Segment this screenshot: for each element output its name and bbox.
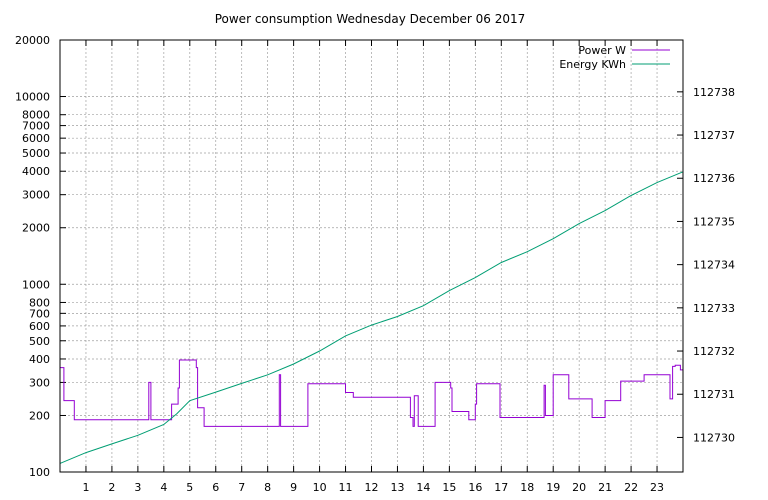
x-tick-label: 7 [238, 481, 245, 494]
y-left-tick-label: 600 [29, 320, 50, 333]
x-tick-label: 18 [520, 481, 534, 494]
x-tick-label: 10 [313, 481, 327, 494]
x-tick-label: 20 [572, 481, 586, 494]
y-left-tick-label: 200 [29, 409, 50, 422]
x-tick-label: 8 [264, 481, 271, 494]
x-tick-label: 13 [390, 481, 404, 494]
y-left-tick-label: 4000 [22, 165, 50, 178]
grid-lines [60, 39, 683, 473]
x-tick-label: 21 [598, 481, 612, 494]
x-tick-label: 19 [546, 481, 560, 494]
y-right-tick-label: 112732 [693, 345, 735, 358]
y-right-tick-label: 112734 [693, 259, 735, 272]
legend: Power W Energy KWh [559, 44, 670, 71]
x-tick-label: 1 [82, 481, 89, 494]
y-left-tick-label: 6000 [22, 132, 50, 145]
x-tick-label: 3 [134, 481, 141, 494]
y-right-tick-label: 112735 [693, 215, 735, 228]
y-left-tick-label: 1000 [22, 278, 50, 291]
y-left-tick-label: 400 [29, 353, 50, 366]
y-left-tick-label: 2000 [22, 222, 50, 235]
y-left-tick-label: 5000 [22, 147, 50, 160]
x-tick-label: 2 [108, 481, 115, 494]
y-right-tick-label: 112736 [693, 172, 735, 185]
chart-title: Power consumption Wednesday December 06 … [215, 12, 526, 26]
x-tick-label: 16 [468, 481, 482, 494]
y-left-tick-label: 20000 [15, 34, 50, 47]
series-line-power [60, 359, 683, 427]
x-tick-label: 14 [416, 481, 430, 494]
y-left-tick-label: 10000 [15, 91, 50, 104]
y-right-tick-label: 112738 [693, 86, 735, 99]
y-left-tick-label: 3000 [22, 189, 50, 202]
series-line-energy [59, 171, 684, 464]
legend-label-power: Power W [578, 44, 626, 57]
y-left-tick-label: 500 [29, 335, 50, 348]
legend-label-energy: Energy KWh [559, 58, 626, 71]
x-tick-label: 9 [290, 481, 297, 494]
y-left-tick-label: 8000 [22, 109, 50, 122]
x-tick-label: 22 [624, 481, 638, 494]
x-tick-label: 6 [212, 481, 219, 494]
x-tick-label: 17 [494, 481, 508, 494]
x-tick-label: 23 [650, 481, 664, 494]
x-tick-label: 4 [160, 481, 167, 494]
x-tick-label: 12 [365, 481, 379, 494]
y-left-tick-label: 700 [29, 307, 50, 320]
series-layer [59, 171, 684, 464]
y-right-tick-label: 112737 [693, 129, 735, 142]
y-left-tick-label: 300 [29, 376, 50, 389]
plot-frame [59, 39, 684, 473]
y-right-tick-label: 112733 [693, 302, 735, 315]
x-tick-label: 15 [442, 481, 456, 494]
y-right-tick-label: 112731 [693, 388, 735, 401]
y-left-tick-label: 100 [29, 466, 50, 479]
y-left-tick-label: 800 [29, 296, 50, 309]
x-tick-label: 5 [186, 481, 193, 494]
y-left-tick-label: 7000 [22, 120, 50, 133]
y-axis-right: 112730 112731 112732 112733 112734 112735 1127… [677, 86, 735, 444]
y-right-tick-label: 112730 [693, 431, 735, 444]
x-axis: 1 2 3 4 5 6 7 8 9 10 11 12 13 14 15 16 17 18 19 20 21 22 23 [82, 40, 664, 494]
x-tick-label: 11 [339, 481, 353, 494]
